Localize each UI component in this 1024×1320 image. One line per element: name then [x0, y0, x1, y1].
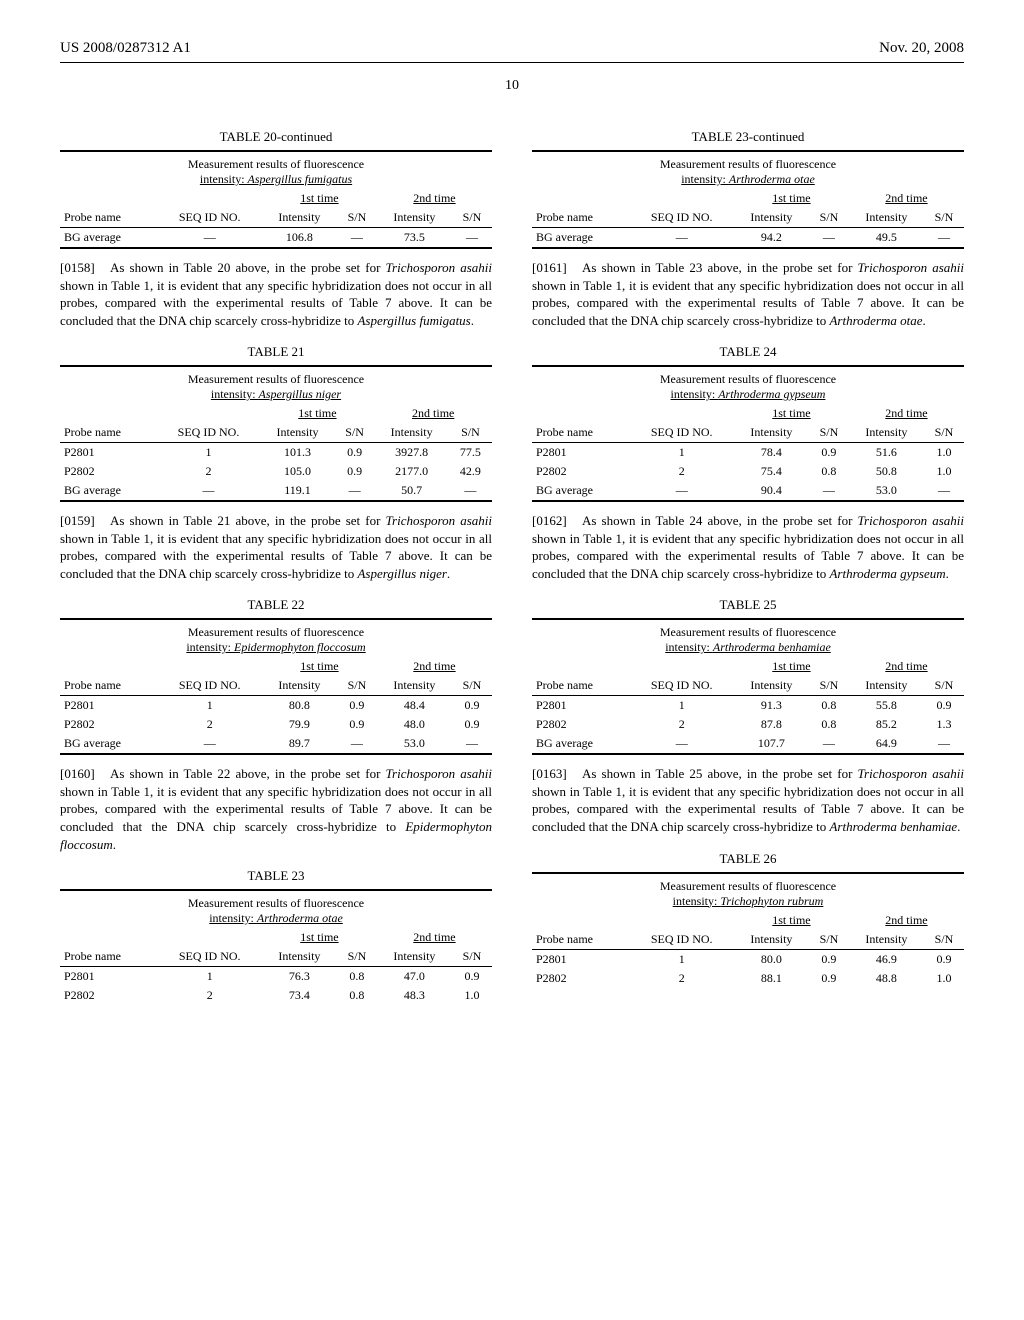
para-num-0158: [0158] [60, 260, 95, 275]
table-20-organism: Aspergillus fumigatus [248, 172, 353, 186]
table-24-organism: Arthroderma gypseum [718, 387, 825, 401]
table-row: BG average [60, 228, 157, 249]
table-26-organism: Trichophyton rubrum [720, 894, 823, 908]
paragraph-0158: [0158] As shown in Table 20 above, in th… [60, 259, 492, 329]
table-23-label: TABLE 23 [60, 868, 492, 884]
table-20-h1: SEQ ID NO. [157, 208, 261, 228]
table-20-continued: Measurement results of fluorescence inte… [60, 150, 492, 249]
header-date: Nov. 20, 2008 [879, 40, 964, 57]
table-20-label: TABLE 20-continued [60, 129, 492, 145]
table-23cont-label: TABLE 23-continued [532, 129, 964, 145]
paragraph-0160: [0160] As shown in Table 22 above, in th… [60, 765, 492, 853]
table-20-title2a: intensity: [200, 172, 248, 186]
table-22-organism: Epidermophyton floccosum [234, 640, 366, 654]
table-row: 106.8 [262, 228, 337, 249]
table-26: Measurement results of fluorescence inte… [532, 872, 964, 988]
table-21-organism: Aspergillus niger [259, 387, 342, 401]
table-21: Measurement results of fluorescence inte… [60, 365, 492, 502]
table-row: — [157, 228, 261, 249]
table-24: Measurement results of fluorescence inte… [532, 365, 964, 502]
table-23: Measurement results of fluorescence inte… [60, 889, 492, 1005]
table-25: Measurement results of fluorescence inte… [532, 618, 964, 755]
table-row: — [337, 228, 377, 249]
page-number: 10 [60, 78, 964, 94]
table-20-h3: S/N [337, 208, 377, 228]
table-21-title1: Measurement results of fluorescence [188, 372, 364, 386]
table-25-organism: Arthroderma benhamiae [713, 640, 831, 654]
table-22: Measurement results of fluorescence inte… [60, 618, 492, 755]
left-column: TABLE 20-continued Measurement results o… [60, 114, 492, 1015]
table-20-h4: Intensity [377, 208, 452, 228]
table-20-time1: 1st time [262, 189, 377, 208]
page-header: US 2008/0287312 A1 Nov. 20, 2008 [60, 40, 964, 63]
paragraph-0159: [0159] As shown in Table 21 above, in th… [60, 512, 492, 582]
table-26-label: TABLE 26 [532, 851, 964, 867]
table-23-organism: Arthroderma otae [257, 911, 343, 925]
paragraph-0163: [0163] As shown in Table 25 above, in th… [532, 765, 964, 835]
table-20-h2: Intensity [262, 208, 337, 228]
table-21-label: TABLE 21 [60, 344, 492, 360]
paragraph-0161: [0161] As shown in Table 23 above, in th… [532, 259, 964, 329]
table-23cont-organism: Arthroderma otae [729, 172, 815, 186]
table-20-h0: Probe name [60, 208, 157, 228]
table-24-label: TABLE 24 [532, 344, 964, 360]
table-23-continued: Measurement results of fluorescence inte… [532, 150, 964, 249]
table-row: 73.5 [377, 228, 452, 249]
table-25-label: TABLE 25 [532, 597, 964, 613]
table-20-h5: S/N [452, 208, 492, 228]
table-20-title1: Measurement results of fluorescence [188, 157, 364, 171]
paragraph-0162: [0162] As shown in Table 24 above, in th… [532, 512, 964, 582]
right-column: TABLE 23-continued Measurement results o… [532, 114, 964, 1015]
table-22-label: TABLE 22 [60, 597, 492, 613]
header-patent-number: US 2008/0287312 A1 [60, 40, 191, 57]
table-20-time2: 2nd time [377, 189, 492, 208]
table-row: — [452, 228, 492, 249]
